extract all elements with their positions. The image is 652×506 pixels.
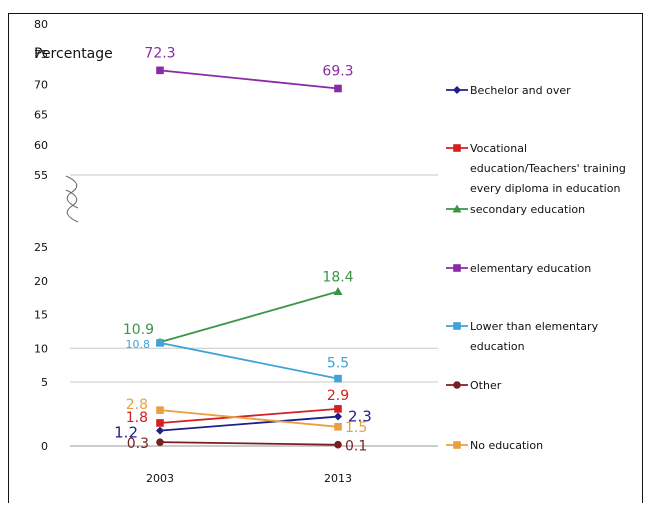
legend-label-vocational-education-teachers-training-every-diploma-in-education: Vocational education/Teachers' training ev… — [470, 142, 626, 195]
data-point-secondary-education — [333, 287, 343, 296]
data-point-no-education — [334, 423, 342, 431]
series-line-other — [159, 441, 339, 446]
series-line-bechelor-and-over — [159, 415, 339, 432]
data-label-other: 0.3 — [127, 436, 149, 452]
data-label-lower-than-elementary-education: 5.5 — [327, 356, 349, 372]
legend-item-lower-than-elementary-education: Lower than elementary education — [446, 320, 599, 353]
y-tick-label: 55 — [34, 169, 48, 182]
y-tick-label: 20 — [34, 275, 48, 288]
legend-item-other: Other — [446, 379, 502, 392]
data-point-other — [156, 438, 164, 446]
y-tick-label: 25 — [34, 241, 48, 254]
data-point-lower-than-elementary-education — [156, 339, 164, 347]
series-line-no-education — [159, 409, 339, 428]
y-tick-label: 15 — [34, 309, 48, 322]
y-tick-label: 75 — [34, 48, 48, 61]
data-label-bechelor-and-over: 1.2 — [114, 424, 138, 442]
x-tick-label: 2003 — [146, 472, 174, 485]
y-tick-label: 0 — [41, 440, 48, 453]
series-line-lower-than-elementary-education — [159, 341, 339, 380]
data-point-other — [334, 440, 342, 449]
data-point-lower-than-elementary-education — [334, 374, 342, 383]
legend-label-lower-than-elementary-education: Lower than elementary education — [470, 320, 599, 353]
y-tick-label: 65 — [34, 109, 48, 122]
legend-item-elementary-education: elementary education — [446, 262, 591, 275]
axis-break-squiggle — [65, 189, 79, 223]
series-line-elementary-education — [159, 69, 339, 90]
data-point-vocational-education-teachers-training-every-diploma-in-education — [156, 419, 164, 427]
y-tick-label: 70 — [34, 78, 48, 91]
legend-label-bechelor-and-over: Bechelor and over — [470, 84, 571, 97]
data-label-lower-than-elementary-education: 10.8 — [126, 338, 151, 351]
legend-marker-vocational-education-teachers-training-every-diploma-in-education — [453, 144, 461, 152]
data-label-bechelor-and-over: 2.3 — [348, 408, 372, 426]
series-line-secondary-education — [159, 290, 339, 344]
axis-break-squiggle — [65, 175, 79, 209]
y-tick-label: 60 — [34, 139, 48, 152]
data-label-elementary-education: 72.3 — [144, 45, 175, 61]
legend-item-vocational-education-teachers-training-every-diploma-in-education: Vocational education/Teachers' training ev… — [446, 142, 626, 195]
y-tick-label: 80 — [34, 18, 48, 31]
data-label-secondary-education: 10.9 — [123, 322, 154, 338]
data-label-vocational-education-teachers-training-every-diploma-in-education: 2.9 — [327, 388, 349, 404]
data-label-secondary-education: 18.4 — [322, 270, 353, 286]
x-tick-label: 2013 — [324, 472, 352, 485]
y-tick-label: 10 — [34, 342, 48, 355]
legend-label-other: Other — [470, 379, 502, 392]
data-label-vocational-education-teachers-training-every-diploma-in-education: 1.8 — [126, 410, 148, 426]
y-tick-label: 5 — [41, 376, 48, 389]
data-point-bechelor-and-over — [156, 426, 164, 435]
data-point-elementary-education — [334, 84, 342, 93]
y-axis-title: Percentage — [34, 46, 113, 62]
data-label-no-education: 1.5 — [345, 420, 367, 436]
data-point-vocational-education-teachers-training-every-diploma-in-education — [334, 405, 342, 413]
data-point-elementary-education — [156, 66, 164, 75]
legend-marker-secondary-education — [452, 204, 462, 213]
legend-marker-elementary-education — [453, 264, 461, 272]
data-point-no-education — [156, 406, 164, 414]
chart-frame — [8, 13, 643, 503]
legend-item-secondary-education: secondary education — [446, 203, 585, 216]
legend-label-secondary-education: secondary education — [470, 203, 585, 216]
legend-label-elementary-education: elementary education — [470, 262, 591, 275]
legend-item-bechelor-and-over: Bechelor and over — [446, 84, 571, 97]
series-line-vocational-education-teachers-training-every-diploma-in-education — [159, 407, 339, 424]
data-label-other: 0.1 — [345, 439, 367, 455]
data-point-bechelor-and-over — [334, 412, 342, 421]
data-label-elementary-education: 69.3 — [322, 63, 353, 79]
legend-marker-other — [453, 381, 461, 389]
data-label-no-education: 2.8 — [126, 397, 148, 413]
legend-item-no-education: No education — [446, 439, 543, 452]
legend-marker-bechelor-and-over — [453, 86, 461, 94]
legend-label-no-education: No education — [470, 439, 543, 452]
legend-marker-no-education — [453, 441, 461, 449]
legend-marker-lower-than-elementary-education — [453, 322, 461, 330]
